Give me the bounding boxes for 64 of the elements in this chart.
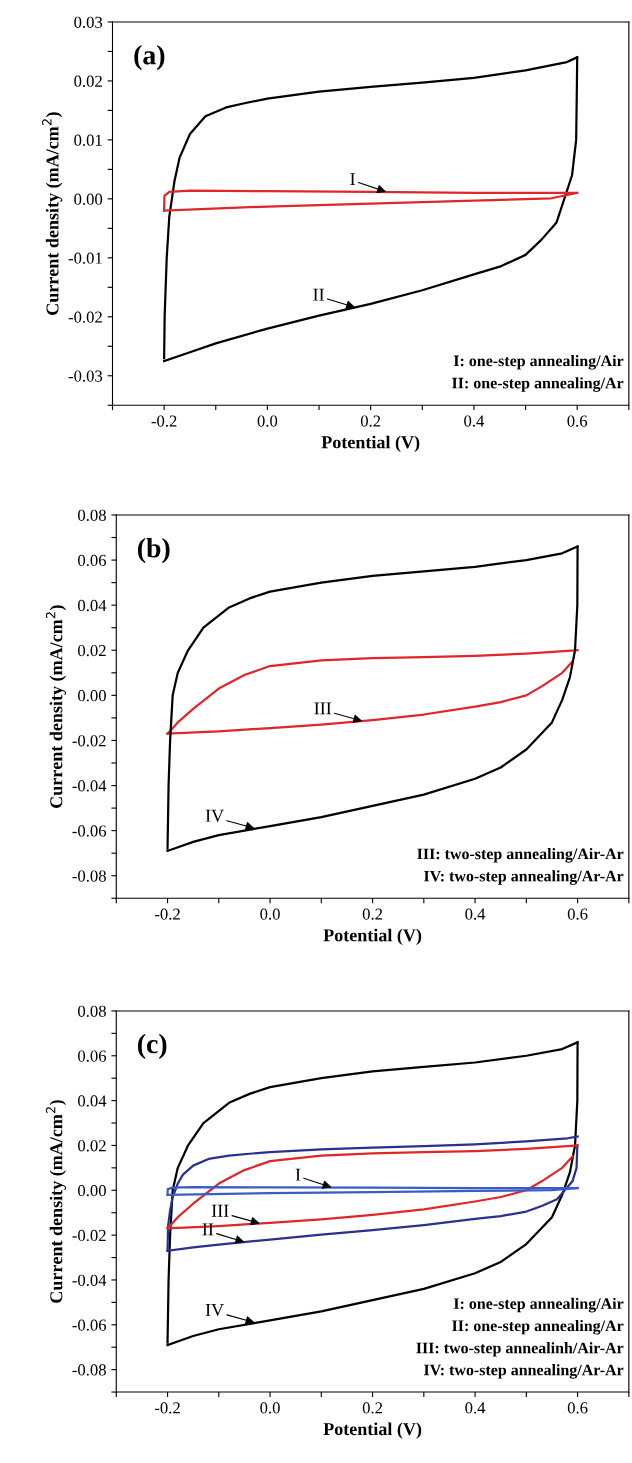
y-tick-label: 0.03 bbox=[74, 16, 103, 28]
annotation: III bbox=[314, 702, 332, 715]
text: (a) bbox=[134, 44, 165, 71]
x-tick-label: 0.4 bbox=[464, 415, 485, 427]
x-tick-label: 0.4 bbox=[465, 908, 486, 920]
y-tick-label: 0.00 bbox=[74, 193, 103, 205]
y-tick-label: 0.04 bbox=[78, 599, 107, 612]
x-tick-label: 0.2 bbox=[362, 908, 383, 920]
y-tick-label: 0.04 bbox=[78, 1095, 107, 1107]
x-tick-label: 0.6 bbox=[567, 415, 588, 427]
y-axis-title: Current density (mA/cm$^{2}$) bbox=[45, 605, 67, 808]
y-tick-label: -0.06 bbox=[72, 1319, 107, 1331]
x-tick-label: -0.2 bbox=[151, 415, 177, 427]
x-axis-title: Potential (V) bbox=[323, 1422, 422, 1439]
annotation: IV: two-step annealing/Ar-Ar bbox=[424, 870, 624, 885]
annotation: III: two-step annealing/Air-Ar bbox=[417, 848, 624, 863]
y-tick-label: -0.06 bbox=[72, 825, 107, 837]
annotation: IV: two-step annealing/Ar-Ar bbox=[424, 1364, 624, 1379]
x-tick-label: 0.0 bbox=[260, 908, 280, 920]
y-tick-label: 0.08 bbox=[78, 509, 106, 521]
y-tick-label: -0.02 bbox=[72, 1229, 106, 1242]
annotation: IV bbox=[205, 1303, 224, 1317]
y-axis-title: Current density (mA/cm$^{2}$) bbox=[42, 112, 63, 315]
x-tick-label: 0.0 bbox=[257, 415, 278, 427]
annotation: I: one-step annealing/Air bbox=[453, 354, 624, 370]
x-axis-title: Potential (V) bbox=[321, 435, 420, 453]
y-tick-label: 0.01 bbox=[74, 134, 102, 146]
y-tick-label: 0.00 bbox=[78, 1184, 106, 1197]
annotation: III: two-step annealinh/Air-Ar bbox=[416, 1342, 624, 1357]
annotation: I bbox=[350, 173, 355, 186]
x-axis-title: Potential (V) bbox=[323, 928, 422, 946]
y-tick-label: -0.08 bbox=[72, 870, 106, 882]
y-tick-label: 0.02 bbox=[74, 75, 102, 87]
y-tick-label: 0.00 bbox=[78, 690, 106, 702]
annotation: IV bbox=[205, 809, 224, 822]
annotation: II: one-step annealing/Ar bbox=[452, 377, 624, 392]
annotation: III bbox=[211, 1204, 229, 1217]
x-tick-label: 0.2 bbox=[360, 415, 381, 427]
y-tick-label: -0.03 bbox=[68, 370, 103, 382]
x-tick-label: 0.6 bbox=[567, 908, 588, 920]
y-tick-label: -0.08 bbox=[72, 1364, 106, 1376]
y-tick-label: -0.04 bbox=[72, 1274, 107, 1286]
annotation: II: one-step annealing/Ar bbox=[452, 1319, 624, 1335]
y-tick-label: 0.08 bbox=[78, 1005, 106, 1017]
x-tick-label: 0.6 bbox=[567, 1402, 588, 1414]
y-tick-label: -0.02 bbox=[68, 311, 102, 323]
y-tick-label: -0.02 bbox=[72, 735, 106, 747]
x-tick-label: -0.2 bbox=[154, 908, 180, 920]
y-tick-label: 0.06 bbox=[78, 1050, 107, 1062]
x-tick-label: 0.2 bbox=[362, 1402, 383, 1414]
x-tick-label: 0.4 bbox=[465, 1402, 486, 1414]
y-tick-label: -0.01 bbox=[68, 252, 102, 264]
x-tick-label: 0.0 bbox=[260, 1402, 280, 1414]
annotation: II bbox=[313, 288, 324, 301]
text: (b) bbox=[138, 537, 170, 564]
x-tick-label: -0.2 bbox=[154, 1402, 180, 1414]
text: (c) bbox=[138, 1033, 167, 1059]
y-tick-label: 0.02 bbox=[78, 644, 106, 657]
y-tick-label: 0.02 bbox=[78, 1140, 106, 1152]
y-tick-label: -0.04 bbox=[72, 780, 107, 792]
annotation: I: one-step annealing/Air bbox=[453, 1297, 624, 1313]
annotation: I bbox=[295, 1168, 301, 1181]
y-axis-title: Current density (mA/cm$^{2}$) bbox=[45, 1100, 67, 1303]
y-tick-label: 0.06 bbox=[78, 554, 107, 567]
